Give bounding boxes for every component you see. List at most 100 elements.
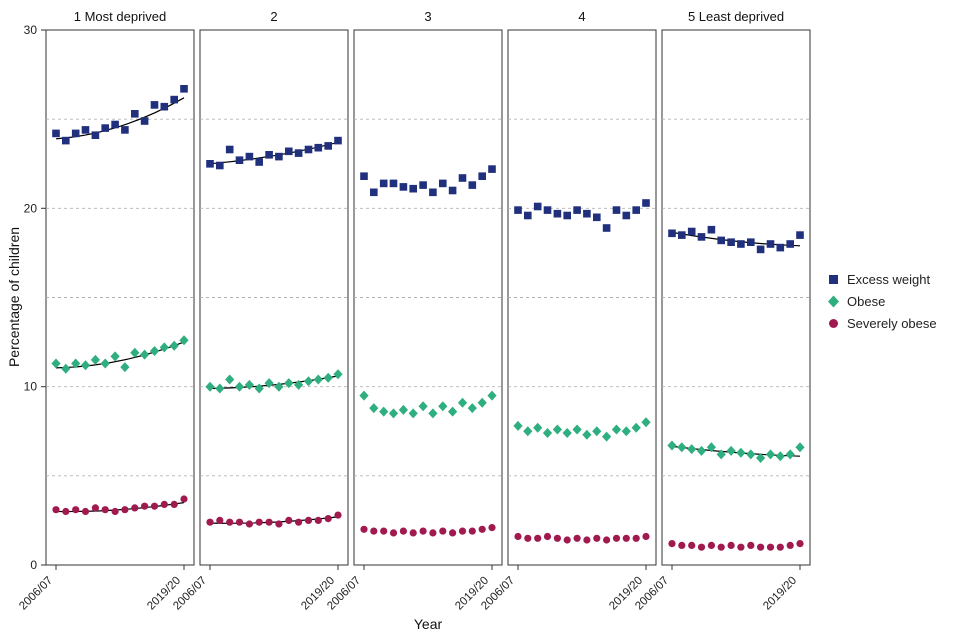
data-point [602,224,611,232]
data-point [688,541,696,550]
data-point [131,110,139,118]
data-point [429,188,437,197]
data-point [313,374,323,385]
data-point [439,527,447,535]
data-point [80,360,91,371]
data-point [448,406,458,417]
data-point [71,358,81,369]
data-point [150,502,159,510]
data-point [304,516,313,525]
data-point [766,240,775,248]
data-point [110,351,120,362]
legend-item-excess-weight: Excess weight [826,272,937,287]
data-point [687,227,696,236]
data-point [582,429,592,440]
trend-line [671,231,801,247]
data-point [111,507,119,516]
trend-line [55,502,185,513]
data-point [264,378,274,389]
data-point [727,541,735,550]
data-point [314,143,323,152]
data-point [632,206,640,214]
data-point [514,532,522,541]
data-point [687,444,697,455]
data-point [245,520,253,528]
data-point [756,453,766,463]
data-point [419,181,427,189]
panel-title: 3 [424,9,431,24]
data-point [776,243,785,252]
data-point [323,372,333,383]
x-tick-label: 2006/07 [17,575,55,613]
data-point [101,506,109,514]
data-point [717,543,725,551]
data-point [697,543,706,551]
data-point [235,156,244,164]
data-point [380,527,388,535]
data-point [334,511,342,519]
data-point [215,383,225,394]
trend-line [55,97,185,140]
panel-title: 2 [270,9,277,24]
data-point [612,534,621,542]
trend-line [209,375,339,390]
data-point [334,136,342,145]
data-point [370,527,378,535]
data-point [90,354,100,365]
data-point [621,426,631,437]
data-point [408,408,418,419]
data-point [121,506,129,514]
data-point [611,424,622,435]
data-point [389,179,398,188]
data-point [274,381,284,392]
data-point [294,149,303,157]
data-point [727,238,735,246]
data-point [303,376,314,387]
y-tick-label: 20 [24,201,38,215]
data-point [468,181,477,189]
panel-title: 1 Most deprived [74,9,167,24]
legend-label-excess-weight: Excess weight [847,272,931,287]
panel-title: 4 [578,9,585,24]
data-point [379,179,388,188]
data-point [696,445,707,456]
data-point [206,518,214,526]
data-point [180,495,188,503]
data-point [477,397,487,408]
data-point [225,145,234,154]
data-point [543,206,552,214]
data-point [179,335,189,346]
data-point [542,428,553,438]
data-point [101,124,109,132]
data-point [736,447,746,458]
data-point [563,536,571,544]
data-point [449,529,457,537]
data-point [796,540,804,548]
data-point [285,147,293,156]
data-point [121,126,129,134]
data-point [81,507,90,516]
trend-line [671,445,801,457]
data-point [398,404,408,415]
data-point [796,231,804,239]
data-point [52,506,60,514]
data-point [553,534,562,542]
data-point [180,85,188,93]
data-point [756,245,765,254]
data-point [622,211,631,220]
data-point [333,369,343,380]
data-point [513,420,523,431]
data-point [552,424,562,435]
data-point [295,518,303,526]
data-point [583,536,591,544]
data-point [438,401,448,412]
x-axis-title: Year [413,616,443,632]
data-point [448,186,457,195]
y-tick-label: 10 [24,380,38,394]
data-point [457,397,468,408]
data-point [419,527,427,535]
data-point [81,126,90,134]
data-point [757,543,765,551]
data-point [254,383,264,394]
